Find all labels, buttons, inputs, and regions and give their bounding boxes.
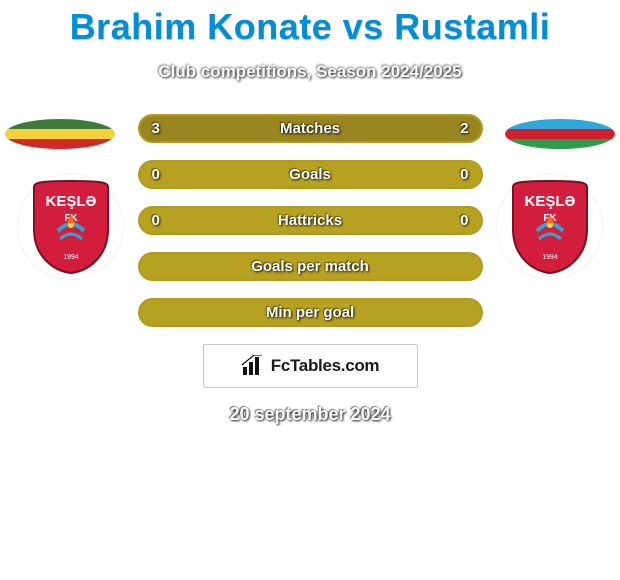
comparison-arena: KEŞLƏ FK 1994 KEŞLƏ FK 1994 Matches3 2 Goa… [0,114,620,425]
svg-text:KEŞLƏ: KEŞLƏ [524,193,575,210]
stat-bar-label: Goals [140,162,481,187]
brand-text: FcTables.com [271,356,380,376]
page-title: Brahim Konate vs Rustamli [0,0,620,48]
stat-bar: Goals0 0 [138,160,483,189]
stat-bar-value-left: 0 [152,162,160,187]
stat-bar-label: Min per goal [140,300,481,325]
stat-bar-value-left: 0 [152,208,160,233]
bar-chart-icon [241,355,265,377]
stat-bar: Min per goal [138,298,483,327]
svg-text:1994: 1994 [63,254,79,261]
player-right-flag [505,119,615,149]
stat-bar-value-right: 2 [460,116,468,141]
stat-bar-label: Goals per match [140,254,481,279]
stat-bar-value-right: 0 [460,162,468,187]
stat-bar: Hattricks0 0 [138,206,483,235]
brand-chip: FcTables.com [203,344,418,388]
svg-text:KEŞLƏ: KEŞLƏ [45,193,96,210]
stat-bar: Matches3 2 [138,114,483,143]
stat-bar-value-left: 3 [152,116,160,141]
stat-bar-label: Matches [140,116,481,141]
stat-bars: Matches32Goals00Hattricks00Goals per mat… [138,114,483,327]
stat-bar-label: Hattricks [140,208,481,233]
stat-bar-value-right: 0 [460,208,468,233]
infographic-date: 20 september 2024 [0,404,620,425]
page-subtitle: Club competitions, Season 2024/2025 [0,62,620,82]
stat-bar: Goals per match [138,252,483,281]
club-badge-left: KEŞLƏ FK 1994 [18,174,123,279]
club-badge-right: KEŞLƏ FK 1994 [497,174,602,279]
svg-text:1994: 1994 [542,254,558,261]
player-left-flag [5,119,115,149]
